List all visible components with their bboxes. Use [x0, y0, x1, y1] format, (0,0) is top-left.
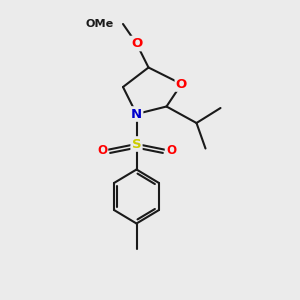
Text: S: S	[132, 137, 141, 151]
Text: O: O	[166, 143, 176, 157]
Text: OMe: OMe	[86, 19, 114, 29]
Text: O: O	[176, 77, 187, 91]
Text: O: O	[97, 143, 107, 157]
Text: N: N	[131, 107, 142, 121]
Text: O: O	[131, 37, 142, 50]
